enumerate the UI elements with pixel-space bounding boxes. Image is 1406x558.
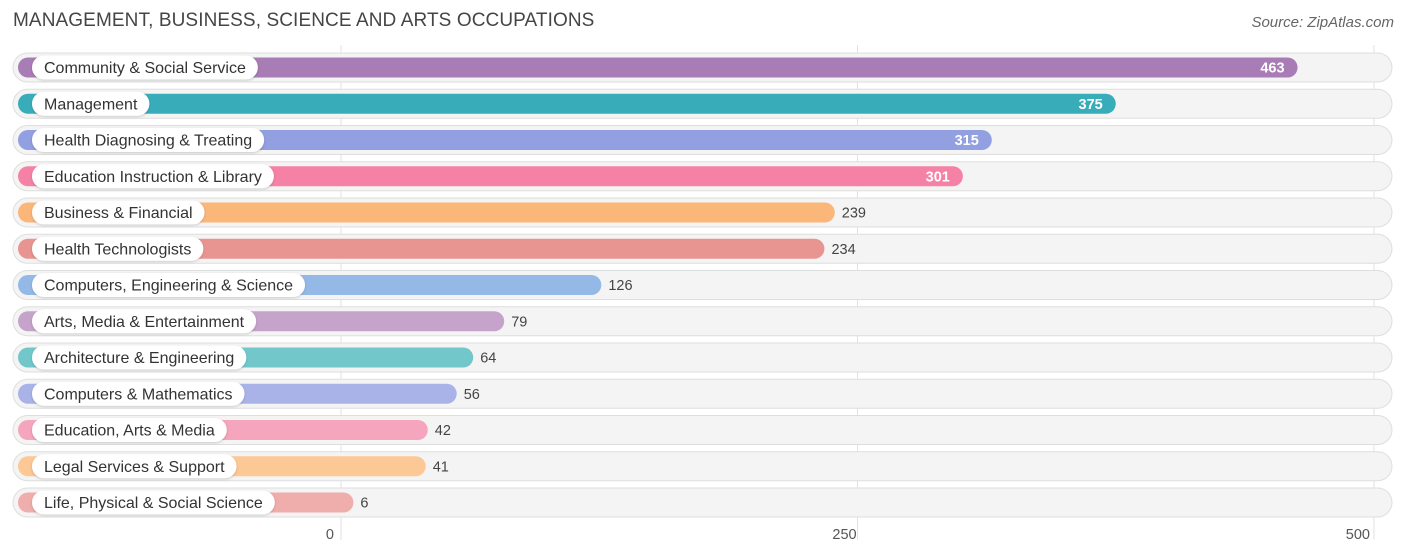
category-label: Community & Social Service [44, 60, 246, 77]
category-label: Computers & Mathematics [44, 386, 233, 403]
value-label: 42 [435, 423, 451, 439]
bar-row: Life, Physical & Social Science 6 [12, 487, 1393, 518]
value-label: 375 [1079, 97, 1103, 113]
value-label: 79 [511, 314, 527, 330]
value-label: 234 [831, 242, 855, 258]
value-label: 56 [464, 387, 480, 403]
category-label: Health Diagnosing & Treating [44, 133, 252, 150]
x-axis: 0 250 500 [326, 527, 1370, 543]
bar-row: Computers & Mathematics 56 [12, 378, 1393, 409]
source-label: Source: ZipAtlas.com [1251, 14, 1394, 31]
category-label-pill [32, 91, 150, 116]
value-label: 6 [360, 496, 368, 512]
value-label: 126 [608, 278, 632, 294]
value-label: 315 [955, 133, 979, 149]
bar-row: Community & Social Service 463 [12, 52, 1393, 83]
bar [18, 202, 835, 223]
bar-row: Business & Financial 239 [12, 197, 1393, 228]
category-label-pill [32, 490, 275, 515]
category-label: Legal Services & Support [44, 459, 225, 476]
category-label: Architecture & Engineering [44, 350, 234, 367]
bar-row: Computers, Engineering & Science 126 [12, 270, 1393, 300]
value-label: 463 [1260, 61, 1284, 77]
bar-row: Health Technologists 234 [12, 233, 1393, 264]
category-label-pill [32, 381, 245, 406]
bar-rows: Community & Social Service 463 Management 3… [12, 52, 1393, 518]
category-label: Health Technologists [44, 241, 191, 258]
category-label-pill [32, 273, 306, 297]
bar [18, 93, 1116, 114]
bar [18, 238, 825, 259]
category-label: Education, Arts & Media [44, 423, 215, 440]
bar [18, 57, 1298, 78]
value-label: 41 [433, 459, 449, 475]
category-label: Arts, Media & Entertainment [44, 314, 245, 331]
category-label-pill [32, 418, 227, 442]
category-label: Education Instruction & Library [44, 169, 262, 186]
x-tick-label: 250 [832, 527, 856, 543]
bar-row: Management 375 [12, 88, 1393, 119]
category-label: Business & Financial [44, 205, 193, 222]
x-tick-label: 500 [1346, 527, 1370, 543]
bar-row: Arts, Media & Entertainment 79 [12, 306, 1393, 337]
category-label-pill [32, 55, 258, 80]
bar-row: Legal Services & Support 41 [12, 451, 1393, 482]
x-tick-label: 0 [326, 527, 334, 543]
bar-row: Education Instruction & Library 301 [12, 161, 1393, 192]
category-label: Life, Physical & Social Science [44, 495, 263, 512]
bar-row: Architecture & Engineering 64 [12, 342, 1393, 373]
category-label-pill [32, 128, 265, 152]
bar-row: Education, Arts & Media 42 [12, 415, 1393, 445]
category-label: Management [44, 96, 138, 113]
category-label-pill [32, 345, 247, 370]
category-label-pill [32, 309, 257, 334]
bar-track [12, 487, 1393, 518]
category-label: Computers, Engineering & Science [44, 278, 293, 295]
value-label: 301 [926, 169, 950, 185]
category-label-pill [32, 236, 204, 261]
category-label-pill [32, 454, 237, 479]
bar-row: Health Diagnosing & Treating 315 [12, 125, 1393, 155]
category-label-pill [32, 200, 205, 225]
value-label: 239 [842, 206, 866, 222]
chart-title: MANAGEMENT, BUSINESS, SCIENCE AND ARTS O… [13, 10, 595, 31]
category-label-pill [32, 164, 274, 189]
value-label: 64 [480, 351, 496, 367]
